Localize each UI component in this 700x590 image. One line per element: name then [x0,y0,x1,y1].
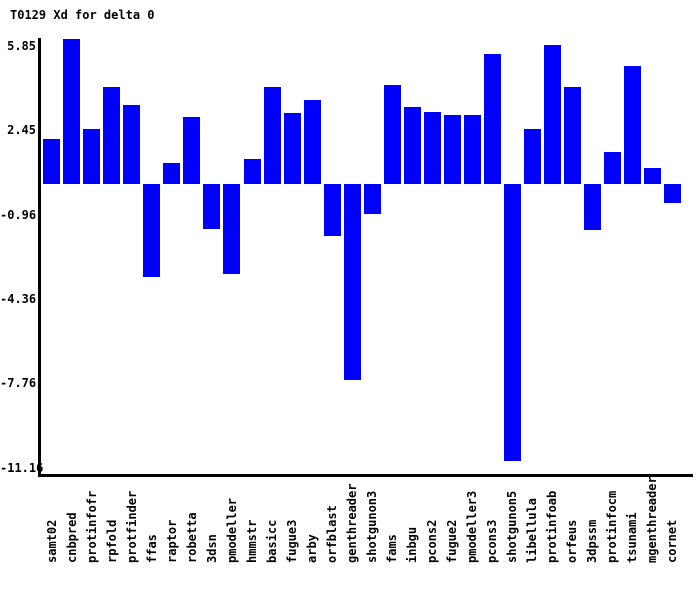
chart-title: T0129 Xd for delta 0 [10,8,155,22]
x-category-label-protinfofr: protinfofr [84,490,99,563]
bar-basicc [263,87,281,184]
bar-fugue3 [283,113,301,184]
bar-pcons2 [423,112,441,184]
x-category-label-pcons2: pcons2 [425,519,440,563]
bar-fugue2 [443,114,461,184]
x-category-label-cnbpred: cnbpred [64,512,79,563]
bar-pcons3 [483,53,501,184]
x-category-label-ffas: ffas [144,534,159,563]
x-category-label-tsunami: tsunami [625,512,640,563]
bar-3dsn [203,184,221,229]
x-category-label-basicc: basicc [265,519,280,563]
x-category-label-cornet: cornet [665,519,680,563]
y-tick-label: -11.16 [0,460,44,475]
bar-fams [383,84,401,184]
x-category-label-fugue3: fugue3 [285,519,300,563]
plot-area [38,38,693,477]
bar-orfeus [563,87,581,184]
bar-cnbpred [63,38,81,184]
bar-shotgunon5 [503,184,521,461]
bar-inbgu [403,107,421,184]
x-category-label-3dsn: 3dsn [204,534,219,563]
bar-robetta [183,117,201,184]
bar-protfinder [123,104,141,184]
bar-orfblast [323,184,341,237]
x-category-label-orfeus: orfeus [565,519,580,563]
bar-rpfold [103,87,121,184]
x-category-label-genthreader: genthreader [345,483,360,563]
bar-libellula [523,129,541,184]
x-category-label-3dpssm: 3dpssm [585,519,600,563]
y-tick-label: 5.85 [7,38,36,53]
x-category-label-protfinder: protfinder [124,490,139,563]
bar-pmodeller3 [463,114,481,184]
bar-tsunami [623,66,641,184]
bar-protinfocm [603,151,621,184]
x-category-label-robetta: robetta [184,512,199,563]
y-tick-label: -7.76 [0,376,37,391]
x-category-label-samt02: samt02 [44,519,59,563]
x-category-label-shotgunon3: shotgunon3 [365,490,380,563]
bar-genthreader [343,184,361,380]
x-category-label-pmodeller3: pmodeller3 [465,490,480,563]
x-category-label-protinfocm: protinfocm [605,490,620,563]
y-tick-label: -0.96 [0,207,37,222]
y-tick-label: 2.45 [7,123,36,138]
x-category-label-libellula: libellula [525,497,540,563]
x-category-label-rpfold: rpfold [104,519,119,563]
x-category-label-arby: arby [305,534,320,563]
x-category-label-mgenthreader: mgenthreader [645,476,660,563]
bar-hmmstr [243,159,261,184]
x-category-label-pcons3: pcons3 [485,519,500,563]
bar-protinfofr [83,129,101,184]
x-category-label-fams: fams [385,534,400,563]
x-category-label-orfblast: orfblast [325,505,340,563]
bar-arby [303,99,321,184]
bar-ffas [143,184,161,277]
bar-3dpssm [583,184,601,230]
x-category-label-hmmstr: hmmstr [245,519,259,563]
y-tick-label: -4.36 [0,292,37,307]
x-category-label-fugue2: fugue2 [445,519,460,563]
x-category-label-shotgunon5: shotgunon5 [505,490,520,563]
bar-pmodeller [223,184,241,275]
bar-protinfoab [543,45,561,184]
bar-shotgunon3 [363,184,381,214]
x-category-label-protinfoab: protinfoab [545,490,560,563]
bar-raptor [163,162,181,184]
bar-samt02 [43,139,61,184]
bar-mgenthreader [643,167,661,184]
bar-cornet [663,184,681,203]
x-category-label-inbgu: inbgu [405,526,420,563]
x-category-label-pmodeller: pmodeller [224,497,239,563]
x-category-label-raptor: raptor [164,519,179,563]
